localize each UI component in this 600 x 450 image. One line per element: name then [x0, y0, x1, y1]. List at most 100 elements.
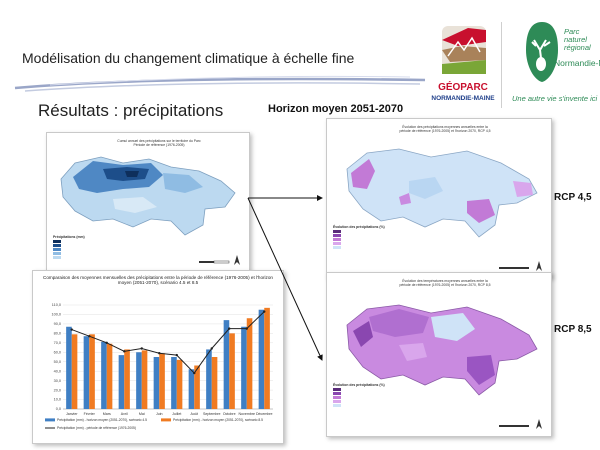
x-tick-label: Octobre	[223, 412, 236, 416]
bar	[124, 349, 130, 409]
bar	[194, 365, 200, 409]
bar	[71, 334, 78, 409]
y-tick-label: 80,0	[54, 332, 61, 336]
legend-swatch	[333, 234, 341, 237]
y-tick-label: 10,0	[54, 398, 61, 402]
legend-swatch	[333, 404, 341, 407]
bar	[211, 357, 218, 409]
scale-bar-icon	[499, 419, 542, 429]
map-legend: Évolution des précipitations (%)	[333, 225, 393, 249]
line-point	[70, 328, 73, 331]
rcp85-map-shape	[346, 304, 538, 396]
bar	[153, 357, 160, 409]
map-title: Évolution des températures moyennes annu…	[399, 279, 491, 287]
legend-label: Précipitation (mm) - horizon moyen (2051…	[173, 418, 263, 422]
parc-tagline: Une autre vie s'invente ici	[512, 94, 598, 103]
bar	[241, 326, 247, 409]
y-tick-label: 90,0	[54, 322, 61, 326]
x-tick-label: Septembre	[203, 412, 221, 416]
bar	[258, 309, 265, 409]
geoparc-logo: GÉOPARC NORMANDIE-MAINE	[428, 20, 498, 110]
line-point	[175, 353, 178, 357]
decorative-swoosh	[14, 75, 426, 92]
parc-line2: naturel	[564, 35, 587, 44]
x-tick-label: Mars	[103, 412, 111, 416]
legend-swatch	[161, 418, 171, 422]
rcp85-precipitation-map: Évolution des températures moyennes annu…	[326, 272, 552, 437]
parc-naturel-logo: Parc naturel régional Normandie-Maine Un…	[506, 18, 600, 114]
map-title: Cumul annuel des précipitations sur le t…	[117, 139, 201, 147]
legend-swatch	[53, 244, 61, 247]
bar	[89, 334, 95, 409]
bar	[66, 326, 72, 409]
legend-swatch	[333, 246, 341, 249]
chart-title: Comparaison des moyennes mensuelles des …	[43, 275, 273, 286]
bar	[159, 353, 165, 409]
section-subtitle: Résultats : précipitations	[38, 101, 224, 120]
deer-emblem-icon	[526, 22, 558, 82]
y-tick-label: 110,0	[52, 303, 61, 307]
bar	[118, 355, 125, 409]
monthly-precipitation-chart: Comparaison des moyennes mensuelles des …	[32, 270, 284, 444]
bar	[188, 369, 195, 409]
map-legend: Précipitations (mm)	[53, 235, 91, 267]
bar	[223, 320, 230, 409]
scale-bar-icon	[199, 255, 240, 265]
parc-name: Normandie-Maine	[554, 58, 600, 68]
line-point	[210, 347, 213, 350]
x-tick-label: Août	[191, 412, 198, 416]
line-point	[158, 352, 161, 355]
bar	[176, 359, 183, 409]
legend-swatch	[333, 400, 341, 403]
x-tick-label: Janvier	[66, 412, 78, 416]
x-tick-label: Avril	[121, 412, 128, 416]
x-tick-label: Juillet	[172, 412, 181, 416]
legend-swatch	[53, 248, 61, 251]
bar	[264, 307, 270, 409]
x-tick-label: Novembre	[238, 412, 255, 416]
legend-swatch	[333, 230, 341, 233]
x-tick-label: Mai	[139, 412, 145, 416]
y-tick-label: 60,0	[54, 350, 61, 354]
line-point	[140, 347, 143, 350]
legend-label: Précipitation (mm) - période de référenc…	[57, 426, 136, 430]
line-point	[88, 335, 91, 338]
legend-swatch	[53, 252, 61, 255]
line-point	[245, 327, 248, 330]
map-legend: Évolution des précipitations (%)	[333, 383, 393, 407]
y-tick-label: 20,0	[54, 388, 61, 392]
line-point	[228, 327, 231, 330]
y-tick-label: 40,0	[54, 369, 61, 373]
legend-swatch	[333, 238, 341, 241]
rcp45-map-shape	[346, 148, 538, 238]
bar	[171, 357, 177, 409]
precipitation-map-shape	[60, 156, 236, 236]
line-point	[263, 310, 266, 313]
x-tick-label: Juin	[156, 412, 163, 416]
reference-precipitation-map: Cumul annuel des précipitations sur le t…	[46, 132, 250, 275]
bar	[83, 336, 90, 409]
bar	[141, 350, 148, 409]
line-point	[105, 341, 108, 345]
rcp85-label: RCP 8,5	[554, 324, 592, 335]
legend-swatch	[45, 418, 55, 422]
parc-label: Parc naturel régional	[564, 28, 591, 52]
bar-chart-plot: 0,0 10,0 20,0 30,0 40,0 50,0 60,0 70,0 80,0 90,0 1…	[45, 303, 273, 430]
bar	[206, 349, 212, 409]
line-point	[193, 371, 196, 375]
legend-swatch	[333, 242, 341, 245]
parc-line3: régional	[564, 43, 591, 52]
map-title: Évolution des précipitations moyennes an…	[399, 125, 491, 133]
legend-label: Précipitation (mm) - horizon moyen (2051…	[57, 418, 147, 422]
y-tick-label: 0,0	[56, 407, 61, 411]
bar	[246, 318, 253, 409]
bar	[136, 352, 142, 409]
rcp45-label: RCP 4,5	[554, 192, 592, 203]
geoparc-region: NORMANDIE-MAINE	[431, 95, 495, 102]
rcp45-precipitation-map: Évolution des précipitations moyennes an…	[326, 118, 552, 278]
x-tick-label: Décembre	[256, 412, 273, 416]
scale-bar-icon	[499, 261, 542, 271]
legend-swatch	[333, 392, 341, 395]
y-tick-label: 70,0	[54, 341, 61, 345]
legend-swatch	[333, 388, 341, 391]
